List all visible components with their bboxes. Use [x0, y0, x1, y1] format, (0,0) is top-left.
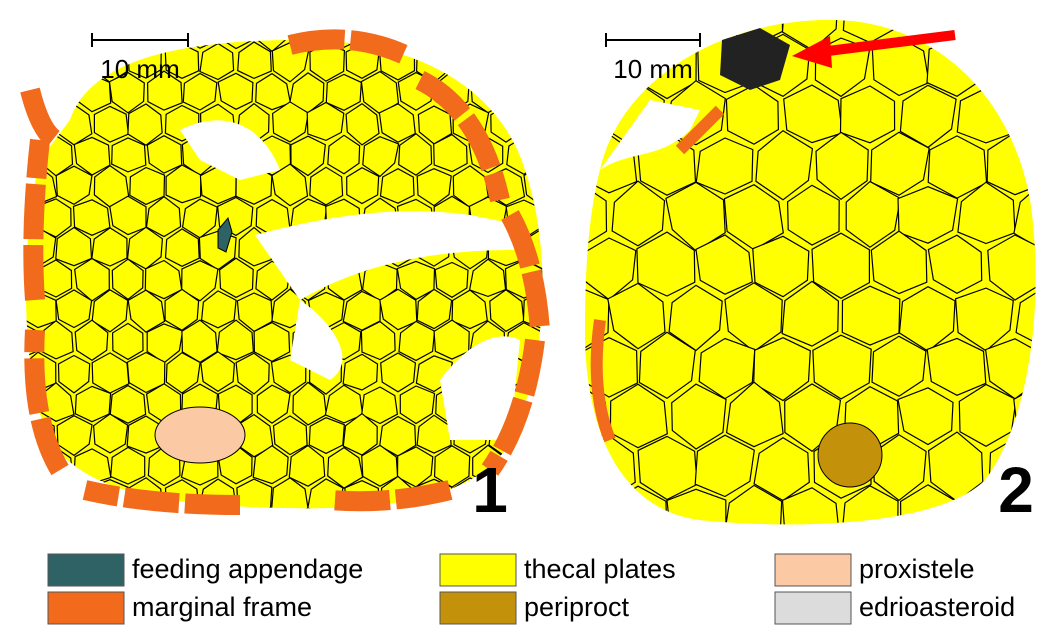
thecal-plate — [543, 13, 579, 49]
thecal-plate — [113, 9, 147, 50]
thecal-plate — [698, 536, 752, 601]
thecal-plate — [542, 323, 578, 363]
proxistele — [155, 407, 245, 463]
thecal-plate — [145, 11, 181, 49]
thecal-plate — [1044, 135, 1049, 196]
thecal-plate — [541, 258, 577, 299]
thecal-plate — [1016, 84, 1049, 148]
thecal-plate — [59, 41, 93, 80]
thecal-plate — [542, 387, 579, 426]
scale-label: 10 mm — [613, 54, 692, 84]
thecal-plate — [555, 0, 605, 48]
thecal-plate — [561, 40, 596, 82]
legend: feeding appendage marginal frame thecal pl… — [48, 554, 1015, 624]
thecal-plate — [506, 510, 541, 546]
thecal-plate — [958, 0, 1013, 44]
thecal-plate — [112, 138, 146, 172]
thecal-plate — [363, 508, 399, 546]
thecal-plate — [218, 11, 253, 48]
thecal-plate — [452, 42, 488, 83]
legend-label: edrioasteroid — [859, 592, 1015, 622]
legend-swatch — [775, 592, 851, 624]
thecal-plate — [434, 507, 471, 550]
thecal-plate — [5, 511, 38, 548]
scale-label: 10 mm — [100, 54, 179, 84]
thecal-plate — [237, 479, 272, 518]
thecal-plate — [147, 509, 183, 546]
legend-label: periproct — [524, 592, 630, 622]
thecal-plate — [39, 507, 72, 550]
thecal-plate — [433, 9, 470, 51]
thecal-plate — [181, 11, 217, 48]
thecal-plate — [986, 36, 1042, 93]
thecal-plate — [542, 449, 576, 485]
thecal-plate — [560, 418, 596, 456]
panel-label: 1 — [472, 454, 508, 526]
thecal-plate — [1045, 335, 1049, 401]
thecal-plate — [21, 44, 56, 83]
thecal-plate — [506, 449, 542, 488]
thecal-plate — [508, 73, 543, 112]
thecal-plate — [21, 477, 56, 516]
thecal-plate — [292, 512, 326, 546]
legend-label: thecal plates — [524, 554, 676, 584]
thecal-plate — [542, 73, 577, 111]
thecal-plate — [526, 105, 560, 142]
thecal-plate — [524, 418, 560, 452]
legend-swatch — [48, 592, 124, 624]
thecal-plate — [560, 480, 597, 518]
legend-label: proxistele — [859, 554, 975, 584]
thecal-plate — [524, 480, 560, 518]
thecal-plate — [542, 199, 577, 236]
thecal-plate — [400, 10, 432, 50]
thecal-plate — [550, 86, 606, 149]
thecal-plate — [326, 511, 362, 549]
thecal-plate — [487, 41, 524, 82]
thecal-plate — [552, 487, 608, 552]
thecal-plate — [990, 537, 1044, 598]
thecal-plate — [666, 0, 724, 43]
legend-label: marginal frame — [132, 592, 312, 622]
thecal-plate — [1043, 435, 1049, 496]
thecal-plate — [506, 12, 542, 49]
thecal-plate — [471, 12, 506, 50]
periproct — [818, 423, 882, 487]
legend-swatch — [440, 554, 516, 586]
thecal-plate — [110, 511, 144, 551]
thecal-plate — [399, 511, 433, 549]
thecal-plate — [254, 511, 290, 546]
thecal-plate — [39, 12, 74, 51]
figure: 10 mm 10 mm 1 2 feeding appendage margina… — [0, 0, 1049, 633]
legend-label: feeding appendage — [132, 554, 363, 584]
thecal-plate — [218, 511, 254, 548]
thecal-plate — [1019, 0, 1049, 50]
thecal-plate — [3, 446, 38, 484]
thecal-plate — [542, 509, 576, 546]
thecal-plate — [560, 165, 596, 206]
legend-swatch — [440, 592, 516, 624]
panel-label: 2 — [998, 454, 1034, 526]
thecal-plate — [523, 41, 558, 78]
thecal-plate — [4, 11, 36, 50]
thecal-plate — [1043, 31, 1049, 98]
specimen-2 — [550, 0, 1049, 602]
thecal-plate — [73, 510, 110, 549]
legend-swatch — [48, 554, 124, 586]
thecal-plate — [667, 489, 726, 551]
thecal-plate — [560, 105, 596, 143]
legend-swatch — [775, 554, 851, 586]
thecal-plate — [543, 134, 578, 174]
